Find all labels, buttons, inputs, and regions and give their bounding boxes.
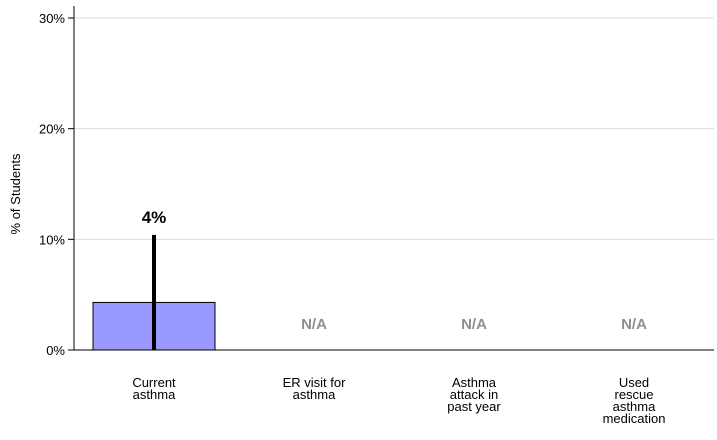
category-label-line: attack in [450,387,498,402]
category-label-line: asthma [613,399,656,414]
category-label-line: Asthma [452,375,497,390]
y-tick-label: 20% [39,122,65,137]
category-label: ER visit for asthma [283,375,347,402]
category-label-line: rescue [614,387,653,402]
na-label: N/A [621,316,647,333]
category-label-line: ER visit for [283,375,347,390]
category-label-line: past year [447,399,501,414]
category-label: Asthma attack in past year [447,375,501,414]
na-label: N/A [461,316,487,333]
category-label: Used rescue asthma medication [603,375,666,426]
y-tick-labels: 0% 10% 20% 30% [39,11,74,358]
y-tick-label: 10% [39,232,65,247]
category-label-line: Used [619,375,649,390]
value-labels: 4% N/A N/A N/A [142,208,647,333]
bars [92,234,216,351]
y-tick-label: 0% [46,343,65,358]
y-tick-label: 30% [39,11,65,26]
bar-value-label: 4% [142,208,167,227]
category-label: Current asthma [132,375,176,402]
grid-lines [74,17,714,240]
y-axis-title: % of Students [8,153,23,234]
category-label-line: medication [603,411,666,426]
category-label-line: asthma [293,387,336,402]
na-label: N/A [301,316,327,333]
category-label-line: Current [132,375,176,390]
category-label-line: asthma [133,387,176,402]
